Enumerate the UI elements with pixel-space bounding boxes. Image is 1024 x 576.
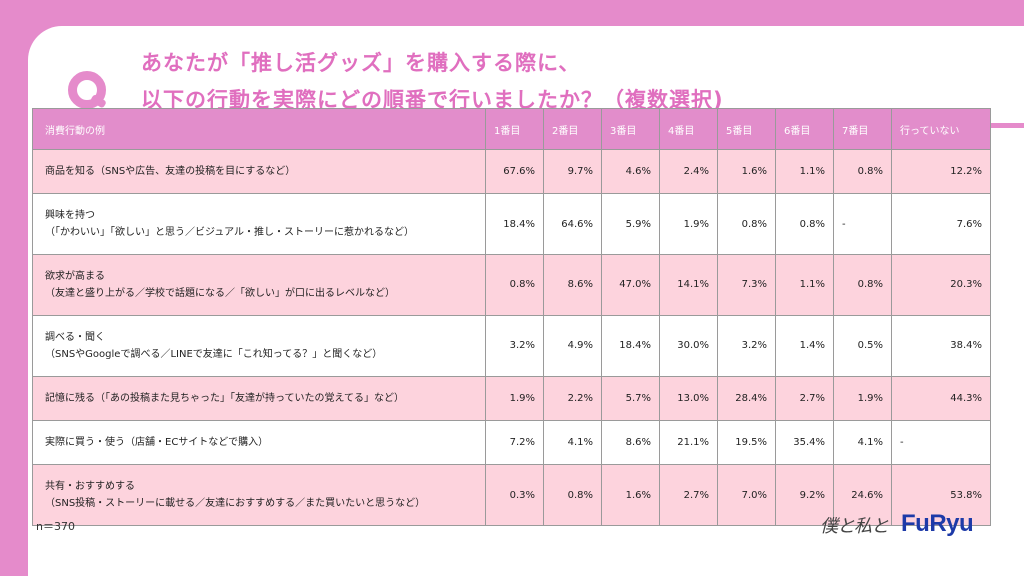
value-cell: 1.9% <box>659 193 718 256</box>
action-detail: （SNSやGoogleで調べる／LINEで友達に「これ知ってる？」と聞くなど） <box>45 348 383 360</box>
value-cell: 7.6% <box>891 193 991 256</box>
value-cell: 0.5% <box>833 314 892 377</box>
survey-table: 消費行動の例 1番目 2番目 3番目 4番目 5番目 6番目 7番目 行っていな… <box>32 108 991 526</box>
value-cell: 64.6% <box>543 193 602 256</box>
action-cell: 欲求が高まる （友達と盛り上がる／学校で話題になる／「欲しい」が口に出るレベルなど… <box>32 254 486 316</box>
value-cell: 2.2% <box>543 375 602 421</box>
header-not-done: 行っていない <box>891 108 991 150</box>
table-row: 欲求が高まる （友達と盛り上がる／学校で話題になる／「欲しい」が口に出るレベルなど… <box>32 254 991 316</box>
action-detail: （SNS投稿・ストーリーに載せる／友達におすすめする／また買いたいと思うなど） <box>45 498 426 510</box>
value-cell: 13.0% <box>659 375 718 421</box>
value-cell: 44.3% <box>891 375 991 421</box>
action-label: 興味を持つ <box>45 210 95 222</box>
value-cell: - <box>891 419 991 466</box>
value-cell: 1.1% <box>775 148 834 195</box>
value-cell: 0.8% <box>833 254 892 316</box>
action-cell: 実際に買う・使う（店舗・ECサイトなどで購入） <box>32 419 486 466</box>
table-row: 興味を持つ （「かわいい」「欲しい」と思う／ビジュアル・推し・ストーリーに惹かれる… <box>32 193 991 256</box>
value-cell: 0.3% <box>485 464 544 526</box>
signature-logo: 僕と私と <box>820 516 889 537</box>
header-rank-1: 1番目 <box>485 108 544 150</box>
table-row: 共有・おすすめする （SNS投稿・ストーリーに載せる／友達におすすめする／また買い… <box>32 464 991 526</box>
value-cell: 12.2% <box>891 148 991 195</box>
action-cell: 記憶に残る（「あの投稿また見ちゃった」「友達が持っていたの覚えてる」など） <box>32 375 486 421</box>
value-cell: 9.2% <box>775 464 834 526</box>
header-rank-6: 6番目 <box>775 108 834 150</box>
value-cell: - <box>833 193 892 256</box>
q-icon <box>68 71 106 109</box>
action-label: 共有・おすすめする <box>45 481 135 493</box>
value-cell: 1.1% <box>775 254 834 316</box>
value-cell: 67.6% <box>485 148 544 195</box>
value-cell: 0.8% <box>485 254 544 316</box>
value-cell: 4.1% <box>833 419 892 466</box>
value-cell: 4.6% <box>601 148 660 195</box>
value-cell: 38.4% <box>891 314 991 377</box>
value-cell: 2.4% <box>659 148 718 195</box>
action-label: 調べる・聞く <box>45 331 105 343</box>
value-cell: 0.8% <box>543 464 602 526</box>
value-cell: 3.2% <box>485 314 544 377</box>
action-cell: 興味を持つ （「かわいい」「欲しい」と思う／ビジュアル・推し・ストーリーに惹かれる… <box>32 193 486 256</box>
value-cell: 5.7% <box>601 375 660 421</box>
value-cell: 28.4% <box>717 375 776 421</box>
value-cell: 7.2% <box>485 419 544 466</box>
header-rank-4: 4番目 <box>659 108 718 150</box>
value-cell: 20.3% <box>891 254 991 316</box>
sample-size: n＝370 <box>36 520 75 533</box>
value-cell: 1.4% <box>775 314 834 377</box>
value-cell: 19.5% <box>717 419 776 466</box>
table-row: 調べる・聞く （SNSやGoogleで調べる／LINEで友達に「これ知ってる？」と… <box>32 314 991 377</box>
value-cell: 18.4% <box>485 193 544 256</box>
value-cell: 18.4% <box>601 314 660 377</box>
table-header-row: 消費行動の例 1番目 2番目 3番目 4番目 5番目 6番目 7番目 行っていな… <box>32 108 991 150</box>
value-cell: 8.6% <box>601 419 660 466</box>
table-row: 記憶に残る（「あの投稿また見ちゃった」「友達が持っていたの覚えてる」など） 1.9… <box>32 375 991 421</box>
value-cell: 5.9% <box>601 193 660 256</box>
action-label: 欲求が高まる <box>45 270 105 282</box>
action-detail: （友達と盛り上がる／学校で話題になる／「欲しい」が口に出るレベルなど） <box>45 287 395 299</box>
header-rank-5: 5番目 <box>717 108 776 150</box>
title-line-1: あなたが「推し活グッズ」を購入する際に、 <box>141 51 581 75</box>
value-cell: 30.0% <box>659 314 718 377</box>
value-cell: 4.9% <box>543 314 602 377</box>
value-cell: 8.6% <box>543 254 602 316</box>
value-cell: 14.1% <box>659 254 718 316</box>
action-detail: （「かわいい」「欲しい」と思う／ビジュアル・推し・ストーリーに惹かれるなど） <box>45 227 414 239</box>
value-cell: 0.8% <box>775 193 834 256</box>
header-rank-2: 2番目 <box>543 108 602 150</box>
action-label: 記憶に残る（「あの投稿また見ちゃった」「友達が持っていたの覚えてる」など） <box>45 392 404 404</box>
header-rank-3: 3番目 <box>601 108 660 150</box>
value-cell: 0.8% <box>833 148 892 195</box>
table-row: 実際に買う・使う（店舗・ECサイトなどで購入） 7.2% 4.1% 8.6% 21.1%… <box>32 419 991 466</box>
value-cell: 7.0% <box>717 464 776 526</box>
value-cell: 2.7% <box>775 375 834 421</box>
action-cell: 共有・おすすめする （SNS投稿・ストーリーに載せる／友達におすすめする／また買い… <box>32 464 486 526</box>
value-cell: 0.8% <box>717 193 776 256</box>
value-cell: 4.1% <box>543 419 602 466</box>
action-cell: 商品を知る（SNSや広告、友達の投稿を目にするなど） <box>32 148 486 195</box>
value-cell: 2.7% <box>659 464 718 526</box>
header-rank-7: 7番目 <box>833 108 892 150</box>
value-cell: 9.7% <box>543 148 602 195</box>
table-row: 商品を知る（SNSや広告、友達の投稿を目にするなど） 67.6% 9.7% 4.6% 2… <box>32 148 991 195</box>
furyu-logo: FuRyu <box>901 510 974 537</box>
header-action: 消費行動の例 <box>32 108 486 150</box>
action-label: 実際に買う・使う（店舗・ECサイトなどで購入） <box>45 437 269 449</box>
value-cell: 1.9% <box>485 375 544 421</box>
action-cell: 調べる・聞く （SNSやGoogleで調べる／LINEで友達に「これ知ってる？」と… <box>32 314 486 377</box>
value-cell: 21.1% <box>659 419 718 466</box>
value-cell: 35.4% <box>775 419 834 466</box>
value-cell: 3.2% <box>717 314 776 377</box>
value-cell: 47.0% <box>601 254 660 316</box>
value-cell: 53.8% <box>891 464 991 526</box>
value-cell: 1.9% <box>833 375 892 421</box>
value-cell: 1.6% <box>717 148 776 195</box>
value-cell: 1.6% <box>601 464 660 526</box>
value-cell: 7.3% <box>717 254 776 316</box>
action-label: 商品を知る（SNSや広告、友達の投稿を目にするなど） <box>45 166 296 178</box>
value-cell: 24.6% <box>833 464 892 526</box>
